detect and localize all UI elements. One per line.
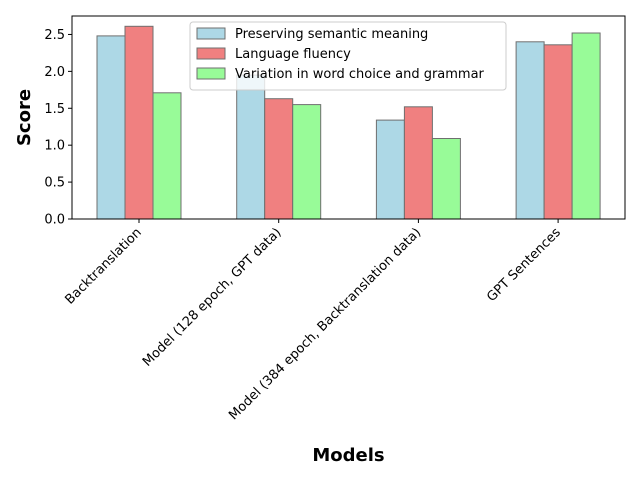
bar-3-3: [431, 138, 461, 220]
legend-label-2: Language fluency: [235, 47, 351, 62]
y-tick-label: 1.0: [44, 139, 65, 154]
y-tick-label: 2.5: [44, 28, 65, 43]
y-tick-label: 1.5: [44, 102, 65, 117]
x-tick-label: Model (128 epoch, GPT data): [140, 225, 285, 370]
bar-1-1: [96, 35, 126, 220]
bar-2-4: [543, 44, 573, 220]
bar-3-2: [292, 104, 322, 220]
legend: Preserving semantic meaning Language flue…: [189, 21, 507, 91]
bar-2-2: [264, 98, 294, 220]
plot-frame: [71, 15, 626, 220]
y-axis: 0.0 0.5 1.0 1.5 2.0 2.5: [44, 28, 72, 228]
y-tick-label: 0.0: [44, 213, 65, 228]
legend-label-1: Preserving semantic meaning: [235, 27, 428, 42]
x-tick-label: Backtranslation: [62, 225, 144, 307]
x-axis-title: Models: [312, 445, 384, 466]
legend-label-3: Variation in word choice and grammar: [235, 67, 485, 82]
legend-frame: [189, 21, 507, 91]
bar-1-4: [515, 41, 545, 220]
bar-1-3: [375, 119, 405, 220]
bar-1-2: [236, 74, 266, 220]
y-tick-label: 0.5: [44, 176, 65, 191]
bar-2-1: [124, 25, 154, 220]
legend-swatch-2: [196, 47, 226, 60]
bars-group: [96, 25, 601, 220]
bar-3-1: [152, 92, 182, 220]
bar-2-3: [403, 106, 433, 220]
y-tick-label: 2.0: [44, 65, 65, 80]
legend-swatch-3: [196, 67, 226, 80]
y-axis-title: Score: [14, 89, 35, 146]
x-tick-label: GPT Sentences: [484, 225, 564, 305]
bar-3-4: [571, 32, 601, 220]
legend-swatch-1: [196, 27, 226, 40]
